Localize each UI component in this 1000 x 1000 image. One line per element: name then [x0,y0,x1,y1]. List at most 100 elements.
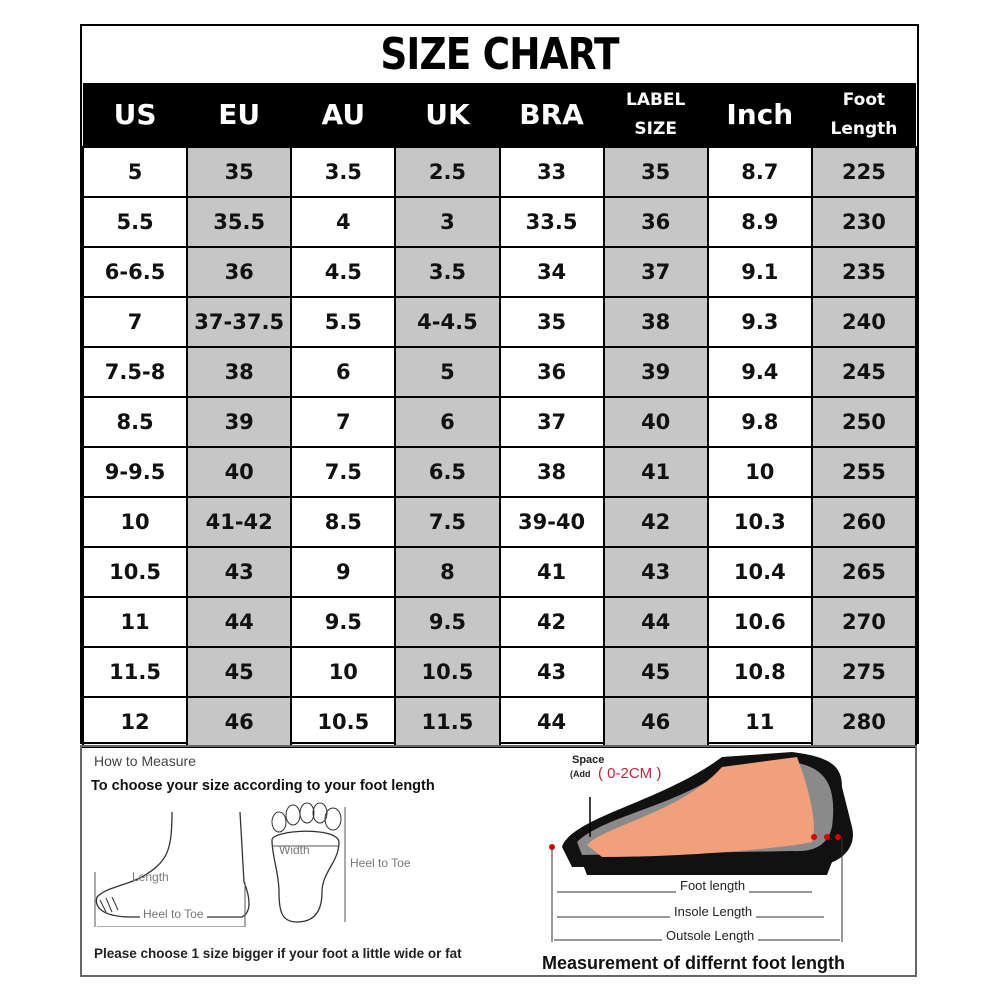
add-label: (Add [570,769,591,779]
table-cell: 3.5 [394,246,501,298]
how-to-heading: How to Measure [94,753,196,769]
table-cell: 270 [810,596,918,648]
table-row: 7.5-8 38 6 5 36 39 9.4 245 [81,346,918,398]
table-cell: 37 [602,246,709,298]
sizing-note: Please choose 1 size bigger if your foot… [94,946,462,961]
column-header: UK [395,83,500,147]
table-cell: 36 [602,196,709,248]
column-header-text: SIZE [634,118,677,139]
table-cell: 9.4 [706,346,813,398]
table-row: 12 46 10.5 11.5 44 46 11 280 [81,696,918,748]
table-cell: 9.5 [394,596,501,648]
table-cell: 235 [810,246,918,298]
foot-side-illustration [94,811,250,927]
table-cell: 43 [186,546,293,598]
table-cell: 5 [81,146,189,198]
length-label: Length [132,870,169,884]
table-cell: 44 [186,596,293,648]
table-cell: 6-6.5 [81,246,189,298]
table-cell: 39 [602,346,709,398]
size-table: US EU AU UK BRA LABEL SIZE Inch Foot Length 5 35 3.… [81,83,918,748]
table-cell: 7 [290,396,397,448]
shoe-foot-illustration [549,752,853,942]
table-cell: 10.3 [706,496,813,548]
table-cell: 9 [290,546,397,598]
column-header: Foot Length [811,83,916,147]
table-cell: 4.5 [290,246,397,298]
table-cell: 33.5 [498,196,605,248]
table-cell: 7.5-8 [81,346,189,398]
table-cell: 7 [81,296,189,348]
table-cell: 10 [81,496,189,548]
column-header: AU [291,83,396,147]
heel-to-toe-side-label: Heel to Toe [140,907,207,921]
table-cell: 41 [602,446,709,498]
table-cell: 38 [186,346,293,398]
foot-length-diagram: Space (Add ( 0-2CM ) Foot length Insole … [542,747,915,975]
table-cell: 37-37.5 [186,296,293,348]
table-cell: 36 [186,246,293,298]
column-header-text: Foot [842,89,886,110]
chart-title: SIZE CHART [380,29,619,80]
table-cell: 6 [290,346,397,398]
table-row: 11 44 9.5 9.5 42 44 10.6 270 [81,596,918,648]
table-cell: 43 [602,546,709,598]
table-cell: 3 [394,196,501,248]
table-row: 7 37-37.5 5.5 4-4.5 35 38 9.3 240 [81,296,918,348]
how-to-measure-section: How to Measure To choose your size accor… [80,745,917,977]
table-cell: 33 [498,146,605,198]
heel-to-toe-sole-label: Heel to Toe [350,856,411,870]
table-row: 6-6.5 36 4.5 3.5 34 37 9.1 235 [81,246,918,298]
table-cell: 41 [498,546,605,598]
table-cell: 38 [498,446,605,498]
table-cell: 275 [810,646,918,698]
table-cell: 7.5 [394,496,501,548]
table-cell: 250 [810,396,918,448]
table-cell: 46 [186,696,293,748]
table-cell: 38 [602,296,709,348]
table-cell: 44 [498,696,605,748]
table-cell: 5 [394,346,501,398]
table-row: 5.5 35.5 4 3 33.5 36 8.9 230 [81,196,918,248]
table-cell: 35 [186,146,293,198]
table-cell: 39-40 [498,496,605,548]
table-row: 10.5 43 9 8 41 43 10.4 265 [81,546,918,598]
column-header: BRA [499,83,604,147]
table-cell: 2.5 [394,146,501,198]
table-cell: 9.8 [706,396,813,448]
table-cell: 260 [810,496,918,548]
table-cell: 12 [81,696,189,748]
table-cell: 8.5 [290,496,397,548]
column-header: Inch [707,83,812,147]
table-cell: 40 [186,446,293,498]
table-cell: 37 [498,396,605,448]
column-header: US [83,83,188,147]
table-cell: 8.9 [706,196,813,248]
table-cell: 40 [602,396,709,448]
table-cell: 44 [602,596,709,648]
size-chart: SIZE CHART US EU AU UK BRA LABEL SIZE Inch Foot L… [80,24,919,748]
how-to-subheading: To choose your size according to your fo… [91,778,435,794]
table-cell: 240 [810,296,918,348]
table-cell: 11 [706,696,813,748]
table-cell: 4 [290,196,397,248]
table-cell: 8.5 [81,396,189,448]
table-row: 11.5 45 10 10.5 43 45 10.8 275 [81,646,918,698]
space-label: Space [572,754,605,766]
space-value: ( 0-2CM ) [598,765,662,782]
table-cell: 10 [706,446,813,498]
table-cell: 8 [394,546,501,598]
table-cell: 10.5 [394,646,501,698]
table-cell: 9.3 [706,296,813,348]
table-cell: 8.7 [706,146,813,198]
table-cell: 280 [810,696,918,748]
table-cell: 45 [186,646,293,698]
table-cell: 39 [186,396,293,448]
column-header-text: Length [830,118,898,139]
table-cell: 46 [602,696,709,748]
table-cell: 10.5 [290,696,397,748]
table-cell: 5.5 [81,196,189,248]
table-cell: 6 [394,396,501,448]
table-cell: 3.5 [290,146,397,198]
table-cell: 11 [81,596,189,648]
